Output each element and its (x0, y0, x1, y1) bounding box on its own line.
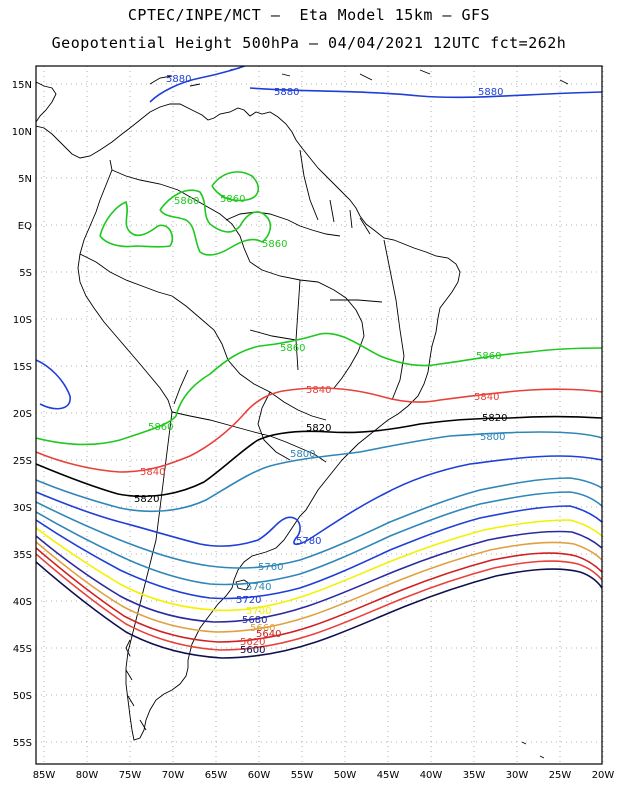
contour-5720 (36, 505, 602, 600)
latitude-tick-label: 5S (19, 268, 32, 279)
caribbean-islands (149, 67, 569, 87)
label-5880: 5880 (166, 74, 191, 85)
map-frame (35, 65, 603, 765)
contour-lines (36, 66, 602, 659)
contour-5880 (149, 66, 247, 103)
latitude-tick-label: 15N (12, 80, 32, 91)
label-5860: 5860 (476, 351, 501, 362)
latitude-tick-label: 5N (18, 174, 32, 185)
contour-5600 (36, 561, 602, 659)
label-5720: 5720 (236, 595, 261, 606)
contour-5640 (36, 547, 602, 643)
chile-archipelago (125, 639, 147, 731)
label-5600: 5600 (240, 645, 265, 656)
contour-5860-amazon-loop-3 (211, 171, 259, 202)
longitude-tick-label: 55W (291, 770, 314, 781)
contour-5740 (36, 491, 602, 586)
label-5840: 5840 (474, 392, 499, 403)
label-5680: 5680 (242, 615, 267, 626)
label-5700: 5700 (246, 606, 271, 617)
longitude-labels: 85W 80W 75W 70W 65W 60W 55W 50W 45W 40W 35W 30W 25W 2… (33, 770, 615, 781)
latitude-tick-label: 20S (13, 409, 32, 420)
label-5820: 5820 (134, 494, 159, 505)
label-5860: 5860 (174, 196, 199, 207)
contour-5680 (36, 530, 602, 623)
label-5840: 5840 (306, 385, 331, 396)
latitude-tick-label: 15S (13, 362, 32, 373)
longitude-tick-label: 80W (76, 770, 99, 781)
contour-5880-pacific (36, 359, 71, 410)
longitude-tick-label: 50W (334, 770, 357, 781)
contour-5620 (36, 553, 602, 651)
contour-5860-amazon-loop-2 (159, 189, 272, 256)
latitude-labels: 15N 10N 5N EQ 5S 10S 15S 20S 25S 30S 35S 40S 45S 50S 5… (12, 80, 32, 749)
label-5820: 5820 (306, 423, 331, 434)
contour-5700 (36, 519, 602, 612)
latitude-tick-label: EQ (18, 221, 32, 232)
contour-5820 (36, 415, 602, 498)
label-5740: 5740 (246, 582, 271, 593)
longitude-tick-label: 30W (506, 770, 529, 781)
label-5800: 5800 (290, 449, 315, 460)
label-5620: 5620 (240, 637, 265, 648)
longitude-tick-label: 60W (248, 770, 271, 781)
south-america-coastline (36, 103, 461, 741)
label-5860: 5860 (280, 343, 305, 354)
label-5800: 5800 (480, 432, 505, 443)
longitude-tick-label: 35W (463, 770, 486, 781)
label-5780: 5780 (296, 536, 321, 547)
label-5840: 5840 (140, 467, 165, 478)
label-5880: 5880 (274, 87, 299, 98)
label-5660: 5660 (250, 623, 275, 634)
label-5860: 5860 (262, 239, 287, 250)
latitude-tick-label: 30S (13, 503, 32, 514)
contour-5800 (36, 431, 602, 513)
label-5860: 5860 (220, 194, 245, 205)
contour-5760 (36, 477, 602, 569)
latitude-tick-label: 10S (13, 315, 32, 326)
latitude-tick-label: 45S (13, 644, 32, 655)
latitude-tick-label: 25S (13, 456, 32, 467)
longitude-tick-label: 20W (592, 770, 615, 781)
contour-5660 (36, 541, 602, 633)
latitude-tick-label: 10N (12, 127, 32, 138)
longitude-tick-label: 85W (33, 770, 56, 781)
contour-5880-north (249, 87, 602, 99)
longitude-tick-label: 45W (377, 770, 400, 781)
south-atlantic-islands (521, 741, 545, 759)
falkland-islands (235, 579, 251, 591)
map-title-line1: CPTEC/INPE/MCT – Eta Model 15km – GFS (127, 6, 491, 24)
central-america-coastline (36, 81, 57, 123)
longitude-tick-label: 75W (119, 770, 142, 781)
label-5860: 5860 (148, 422, 173, 433)
contour-5860-amazon-loop-1 (99, 200, 174, 248)
country-borders (79, 149, 405, 463)
longitude-tick-label: 65W (205, 770, 228, 781)
label-5640: 5640 (256, 629, 281, 640)
label-5760: 5760 (258, 562, 283, 573)
continent-outlines (36, 67, 569, 759)
longitude-tick-label: 25W (549, 770, 572, 781)
label-5820: 5820 (482, 413, 507, 424)
latitude-tick-label: 40S (13, 597, 32, 608)
label-5880: 5880 (478, 87, 503, 98)
lat-lon-grid (36, 66, 604, 764)
longitude-tick-label: 70W (162, 770, 185, 781)
latitude-tick-label: 35S (13, 550, 32, 561)
longitude-tick-label: 40W (420, 770, 443, 781)
map-title-line2: Geopotential Height 500hPa – 04/04/2021 … (51, 34, 567, 52)
contour-5840 (36, 387, 602, 473)
latitude-tick-label: 55S (13, 738, 32, 749)
contour-5780 (36, 455, 602, 547)
latitude-tick-label: 50S (13, 691, 32, 702)
contour-labels: 5880 5880 5880 5860 5860 5860 5860 5860 … (134, 74, 507, 656)
contour-5860-main (36, 332, 602, 446)
